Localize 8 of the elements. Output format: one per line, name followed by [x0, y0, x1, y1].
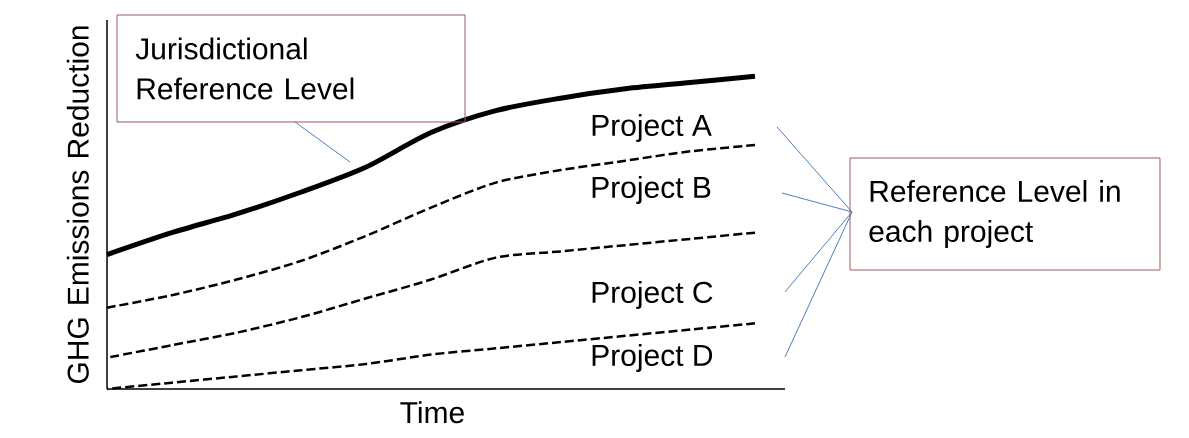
text: Reference Level in each project [869, 180, 1120, 248]
x-axis-title: Time [400, 401, 464, 424]
annotation: Project D [592, 344, 713, 372]
annotation: Project B [592, 176, 711, 204]
y-axis-title: GHG Emissions Reduction [66, 26, 89, 384]
annotation: Project A [592, 114, 712, 142]
annotation: Project C [592, 281, 713, 309]
annotation: Jurisdictional Reference Level [135, 37, 354, 100]
